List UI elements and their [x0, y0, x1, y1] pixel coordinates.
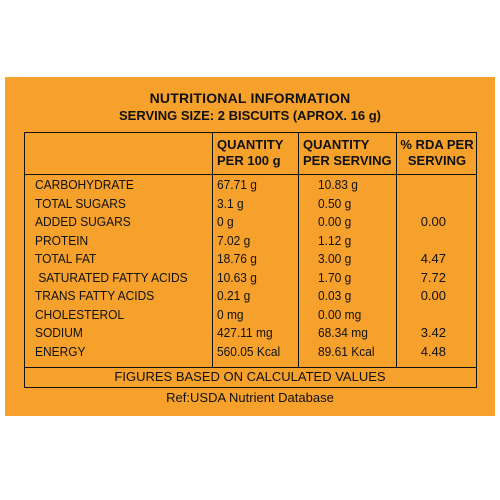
- nutrition-label: NUTRITIONAL INFORMATION SERVING SIZE: 2 …: [5, 77, 495, 416]
- nutrient-name: ADDED SUGARS: [35, 214, 131, 229]
- value-per-serving: 0.03 g: [318, 288, 352, 303]
- value-rda: 4.48: [420, 343, 446, 359]
- value-per-serving: 1.12 g: [318, 232, 352, 248]
- col-divider-2: [298, 132, 299, 367]
- nutrient-name: CARBOHYDRATE: [35, 177, 134, 192]
- value-per-serving: 0.50 g: [318, 195, 352, 211]
- value-per-100g: 10.63 g: [217, 269, 257, 285]
- value-per-100g: 7.02 g: [217, 232, 251, 248]
- label-title: NUTRITIONAL INFORMATION: [149, 90, 351, 106]
- serving-size: SERVING SIZE: 2 BISCUITS (APROX. 16 g): [119, 108, 381, 123]
- value-per-100g: 18.76 g: [217, 251, 257, 266]
- nutrient-name: ENERGY: [35, 343, 86, 359]
- nutrient-name: CHOLESTEROL: [35, 306, 125, 322]
- table-left-border: [24, 132, 25, 388]
- value-rda: 3.42: [420, 325, 446, 340]
- table-top-border: [24, 132, 477, 133]
- table-bottom-border: [24, 367, 477, 368]
- value-per-100g: 0 g: [217, 214, 234, 229]
- value-per-serving: 68.34 mg: [318, 325, 368, 340]
- value-per-100g: 560.05 Kcal: [217, 343, 281, 359]
- value-per-100g: 427.11 mg: [217, 325, 273, 340]
- value-rda: 0.00: [420, 214, 446, 229]
- value-per-serving: 0.00 mg: [318, 306, 362, 322]
- value-per-serving: 1.70 g: [318, 269, 352, 285]
- value-rda: 7.72: [420, 269, 446, 285]
- nutrient-name: TOTAL SUGARS: [35, 195, 126, 211]
- value-per-100g: 3.1 g: [217, 195, 244, 211]
- value-per-serving: 89.61 Kcal: [318, 343, 375, 359]
- header-qty-100g: QUANTITY PER 100 g: [217, 137, 284, 168]
- nutrient-name: TRANS FATTY ACIDS: [35, 288, 155, 303]
- value-per-serving: 0.00 g: [318, 214, 352, 229]
- value-per-100g: 0.21 g: [217, 288, 251, 303]
- value-per-100g: 0 mg: [217, 306, 244, 322]
- nutrient-name: SODIUM: [35, 325, 83, 340]
- table-right-border: [476, 132, 477, 388]
- header-bottom-border: [24, 174, 477, 175]
- value-per-serving: 3.00 g: [318, 251, 352, 266]
- col-divider-1: [212, 132, 213, 367]
- header-qty-serving: QUANTITY PER SERVING: [303, 137, 392, 168]
- footer-bottom-border: [24, 387, 477, 388]
- header-rda: % RDA PER SERVING: [400, 137, 474, 168]
- value-per-serving: 10.83 g: [318, 177, 358, 192]
- value-rda: 4.47: [420, 251, 446, 266]
- footer-note: FIGURES BASED ON CALCULATED VALUES: [114, 369, 386, 384]
- nutrient-name: PROTEIN: [35, 232, 89, 248]
- reference-note: Ref:USDA Nutrient Database: [166, 390, 334, 405]
- nutrient-name: SATURATED FATTY ACIDS: [35, 269, 188, 285]
- value-per-100g: 67.71 g: [217, 177, 257, 192]
- nutrient-name: TOTAL FAT: [35, 251, 97, 266]
- value-rda: 0.00: [420, 288, 446, 303]
- col-divider-3: [396, 132, 397, 367]
